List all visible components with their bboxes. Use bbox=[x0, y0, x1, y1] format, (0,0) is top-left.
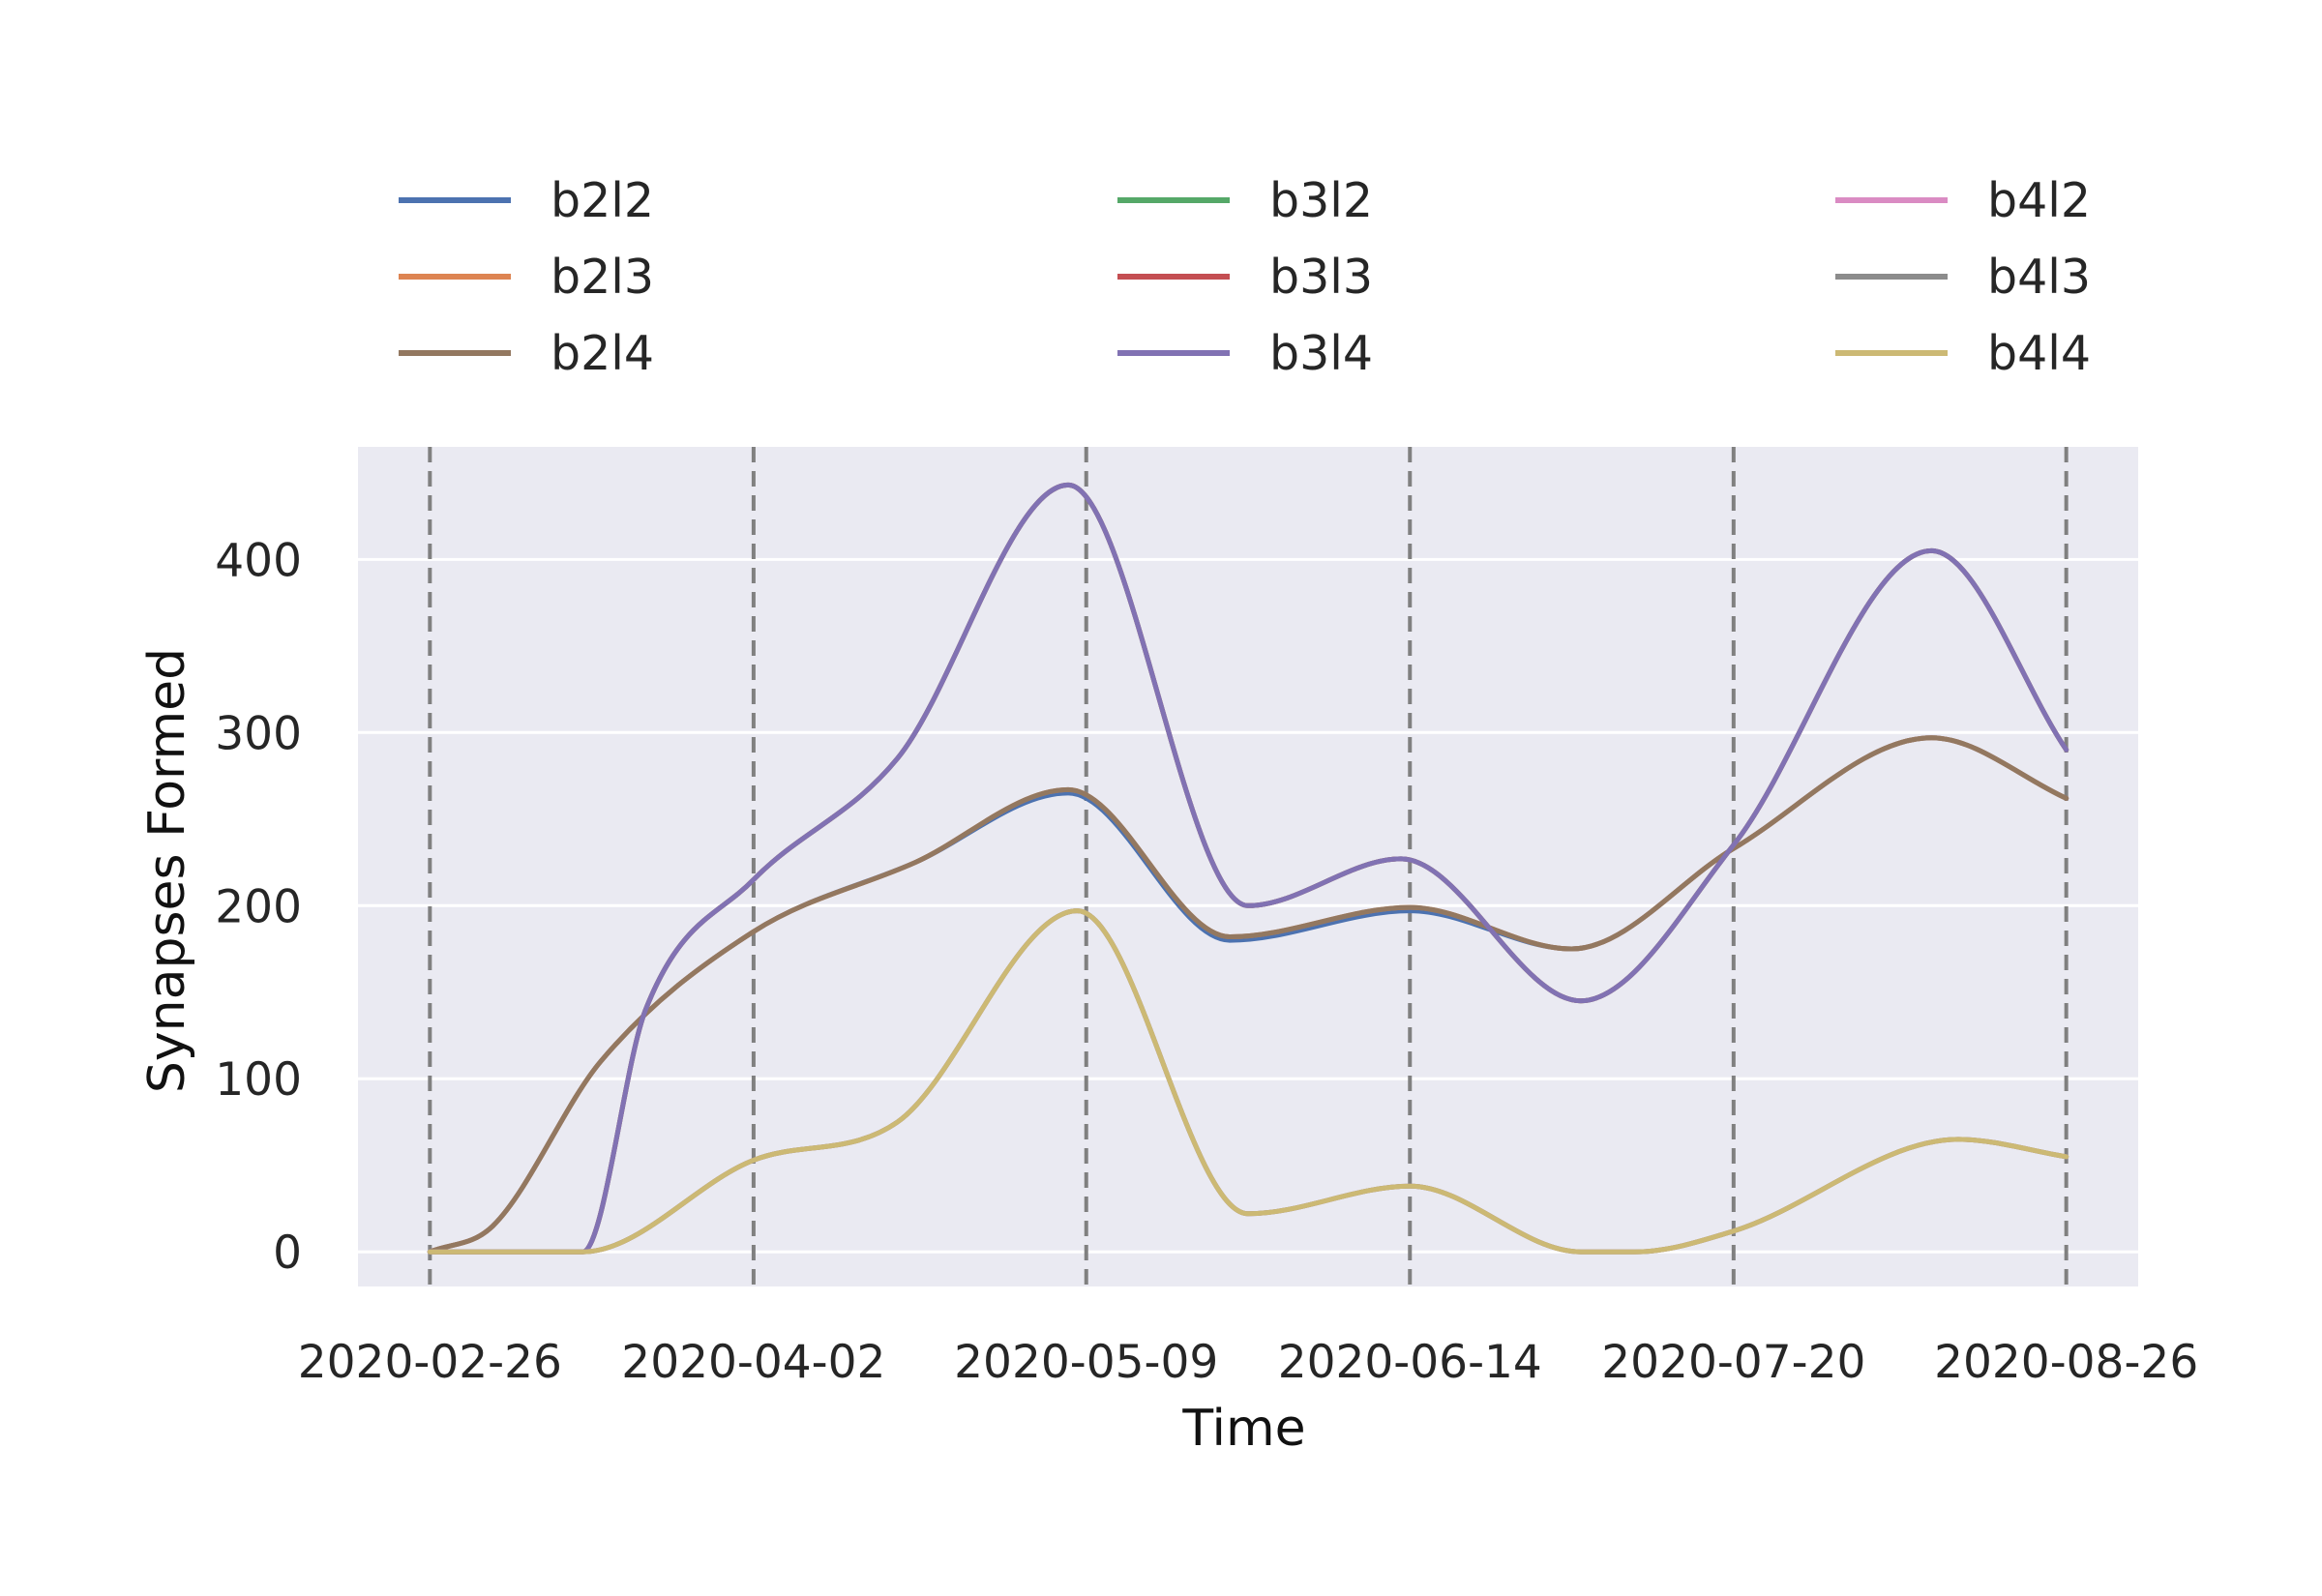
y-axis-title: Synapses Formed bbox=[138, 648, 196, 1093]
legend-label: b3l4 bbox=[1269, 326, 1373, 381]
series-line-b3l4 bbox=[427, 482, 2069, 1255]
y-tick-label: 400 bbox=[215, 534, 302, 587]
legend-item-b2l4: b2l4 bbox=[399, 326, 654, 381]
x-tick-label: 2020-06-14 bbox=[1278, 1336, 1542, 1389]
legend-label: b3l2 bbox=[1269, 173, 1373, 228]
legend-label: b2l4 bbox=[551, 326, 654, 381]
legend-label: b2l2 bbox=[551, 173, 654, 228]
y-tick-label: 300 bbox=[215, 707, 302, 760]
grid-lines bbox=[358, 557, 2138, 1254]
x-tick-label: 2020-05-09 bbox=[954, 1336, 1218, 1389]
series-line-b2l4 bbox=[427, 735, 2069, 1255]
plot-area bbox=[358, 447, 2138, 1286]
legend: b2l2 b2l3 b2l4 b3l2 b3l3 b3l4 b4l2 b4l3 b4l4 bbox=[399, 173, 2091, 381]
legend-item-b3l4: b3l4 bbox=[1117, 326, 1373, 381]
legend-item-b2l2: b2l2 bbox=[399, 173, 654, 228]
y-tick-labels: 0 100 200 300 400 bbox=[215, 534, 302, 1280]
legend-item-b4l2: b4l2 bbox=[1835, 173, 2091, 228]
legend-item-b3l3: b3l3 bbox=[1117, 250, 1373, 305]
x-tick-label: 2020-04-02 bbox=[621, 1336, 885, 1389]
legend-item-b2l3: b2l3 bbox=[399, 250, 654, 305]
x-tick-label: 2020-08-26 bbox=[1934, 1336, 2198, 1389]
legend-label: b4l4 bbox=[1987, 326, 2091, 381]
legend-label: b3l3 bbox=[1269, 250, 1373, 305]
vertical-dashed-lines bbox=[428, 447, 2069, 1286]
y-tick-label: 0 bbox=[273, 1227, 302, 1280]
x-tick-label: 2020-07-20 bbox=[1601, 1336, 1865, 1389]
x-tick-labels: 2020-02-26 2020-04-02 2020-05-09 2020-06-14… bbox=[298, 1336, 2198, 1389]
y-tick-label: 100 bbox=[215, 1053, 302, 1107]
x-tick-label: 2020-02-26 bbox=[298, 1336, 562, 1389]
series-line-b4l4 bbox=[427, 908, 2069, 1255]
series-lines bbox=[427, 482, 2069, 1255]
legend-label: b4l3 bbox=[1987, 250, 2091, 305]
x-axis-title: Time bbox=[1181, 1400, 1305, 1458]
legend-item-b4l4: b4l4 bbox=[1835, 326, 2091, 381]
legend-item-b4l3: b4l3 bbox=[1835, 250, 2091, 305]
legend-label: b4l2 bbox=[1987, 173, 2091, 228]
legend-item-b3l2: b3l2 bbox=[1117, 173, 1373, 228]
legend-label: b2l3 bbox=[551, 250, 654, 305]
y-tick-label: 200 bbox=[215, 880, 302, 933]
